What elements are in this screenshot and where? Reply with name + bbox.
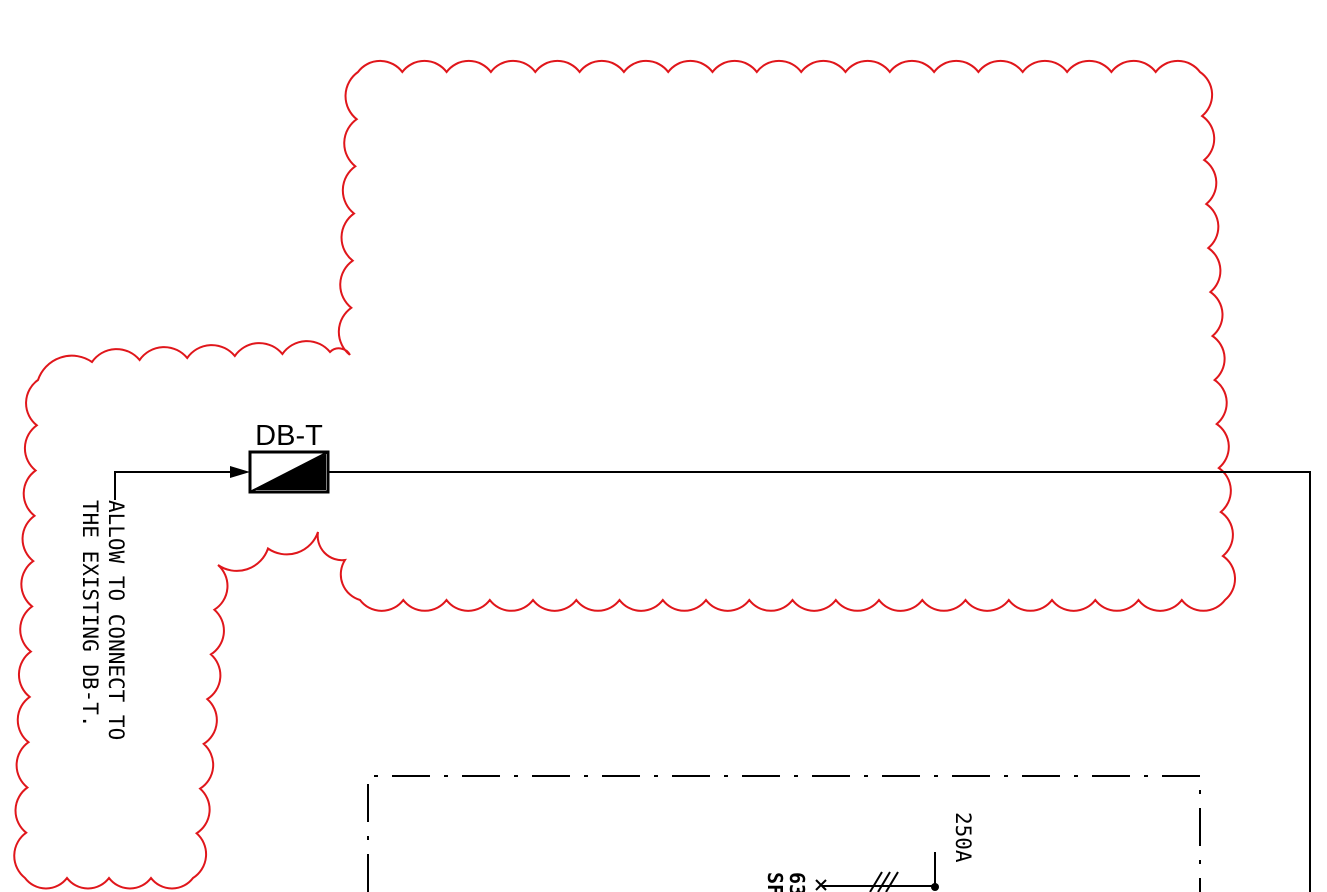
note-line-2: THE EXISTING DB-T. [78,500,102,728]
arrow-head-icon [230,466,250,478]
breaker-rating: 250A [951,812,975,863]
connection-leader [114,471,232,500]
note-line-1: ALLOW TO CONNECT TO [104,500,128,740]
db-symbol-icon[interactable] [248,450,330,494]
breaker-symbol-icon [815,852,939,892]
panel-tag: DB-T [255,420,323,452]
feeder-line [328,471,1311,892]
revision-cloud [13,59,1236,890]
partial-label-1: 63 [785,872,809,892]
partial-label-2: SF [763,872,787,892]
enclosure-boundary [367,775,1201,892]
